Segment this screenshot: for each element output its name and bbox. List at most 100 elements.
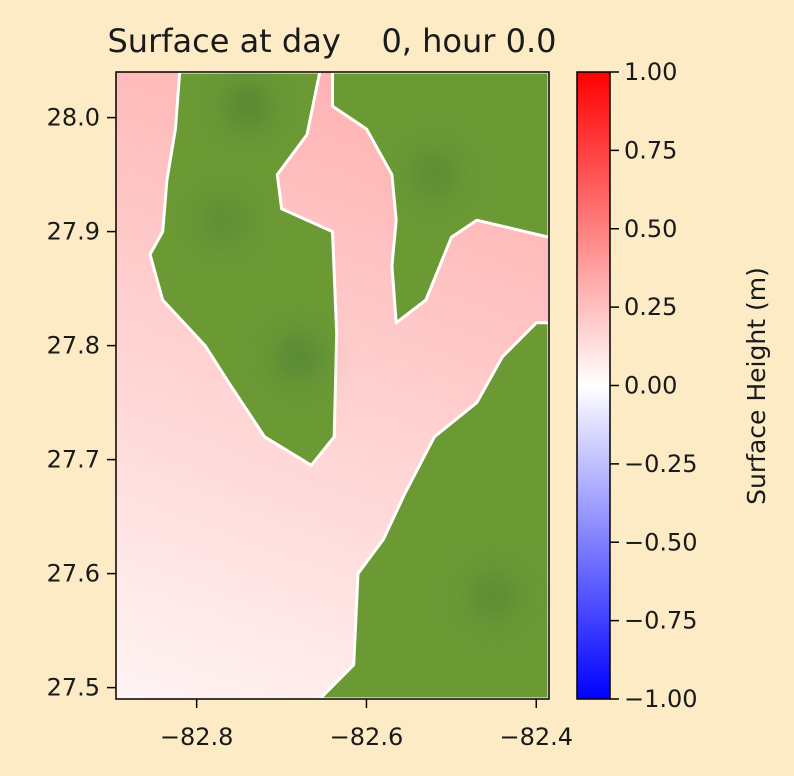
water-cell: [281, 456, 290, 466]
water-cell: [249, 573, 259, 583]
water-cell: [360, 214, 369, 224]
water-cell: [320, 72, 330, 81]
water-cell: [517, 230, 526, 240]
water-cell: [501, 230, 511, 240]
water-cell: [501, 297, 511, 307]
water-cell: [226, 481, 235, 491]
water-cell: [226, 581, 235, 591]
water-cell: [147, 523, 156, 533]
water-cell: [116, 314, 125, 324]
water-cell: [257, 665, 267, 675]
water-cell: [131, 322, 141, 332]
water-cell: [399, 481, 408, 491]
water-cell: [336, 222, 345, 232]
water-cell: [147, 632, 156, 642]
water-cell: [352, 322, 361, 332]
y-tick-label: 27.6: [47, 560, 100, 588]
water-cell: [525, 247, 534, 257]
water-cell: [391, 339, 401, 349]
water-cell: [147, 540, 156, 550]
water-cell: [178, 456, 188, 466]
water-cell: [344, 406, 353, 416]
water-cell: [289, 640, 298, 650]
water-cell: [486, 255, 495, 265]
water-cell: [257, 648, 267, 658]
water-cell: [139, 197, 149, 207]
water-cell: [131, 515, 141, 525]
water-cell: [438, 423, 448, 433]
water-cell: [336, 214, 345, 224]
water-cell: [320, 607, 330, 616]
water-cell: [383, 264, 393, 274]
water-cell: [407, 464, 416, 474]
water-cell: [265, 540, 275, 550]
water-cell: [139, 255, 149, 265]
water-cell: [501, 272, 511, 282]
water-cell: [462, 364, 471, 374]
water-cell: [541, 297, 549, 307]
water-cell: [139, 97, 149, 107]
water-cell: [336, 556, 345, 566]
water-cell: [147, 548, 156, 558]
water-cell: [147, 423, 156, 433]
water-cell: [178, 632, 188, 642]
water-cell: [131, 180, 141, 190]
water-cell: [257, 456, 267, 466]
water-cell: [415, 381, 424, 391]
water-cell: [375, 189, 385, 198]
water-cell: [415, 431, 424, 441]
water-cell: [281, 540, 290, 550]
water-cell: [202, 657, 212, 667]
water-cell: [139, 364, 149, 374]
water-cell: [234, 623, 243, 633]
water-cell: [297, 464, 306, 474]
water-cell: [517, 272, 526, 282]
water-cell: [178, 615, 188, 625]
water-cell: [116, 423, 125, 433]
water-cell: [493, 297, 503, 307]
water-cell: [415, 372, 424, 382]
water-cell: [202, 448, 212, 458]
water-cell: [123, 113, 133, 123]
water-cell: [234, 481, 243, 491]
water-cell: [116, 264, 125, 274]
water-cell: [178, 389, 188, 399]
water-cell: [249, 565, 259, 575]
water-cell: [155, 439, 164, 449]
water-cell: [454, 281, 463, 290]
water-cell: [116, 372, 125, 382]
water-cell: [116, 414, 125, 424]
water-cell: [163, 88, 172, 98]
water-cell: [273, 648, 282, 658]
water-cell: [407, 389, 416, 399]
water-cell: [265, 573, 275, 583]
water-cell: [123, 88, 133, 98]
water-cell: [147, 189, 156, 198]
water-cell: [430, 423, 440, 433]
water-cell: [312, 607, 322, 616]
water-cell: [234, 573, 243, 583]
water-cell: [383, 515, 393, 525]
water-cell: [210, 506, 219, 516]
water-cell: [525, 239, 534, 249]
water-cell: [139, 105, 149, 115]
water-cell: [312, 523, 322, 533]
water-cell: [194, 456, 204, 466]
water-cell: [123, 431, 133, 441]
water-cell: [249, 531, 259, 541]
water-cell: [186, 372, 196, 382]
water-cell: [265, 531, 275, 541]
water-cell: [202, 506, 212, 516]
water-cell: [312, 180, 322, 190]
water-cell: [304, 130, 314, 140]
water-cell: [171, 565, 180, 575]
water-cell: [147, 88, 156, 98]
water-cell: [202, 523, 212, 533]
water-cell: [218, 372, 227, 382]
water-cell: [234, 657, 243, 667]
water-cell: [462, 398, 471, 407]
water-cell: [171, 506, 180, 516]
water-cell: [131, 314, 141, 324]
water-cell: [123, 648, 133, 658]
water-cell: [123, 255, 133, 265]
